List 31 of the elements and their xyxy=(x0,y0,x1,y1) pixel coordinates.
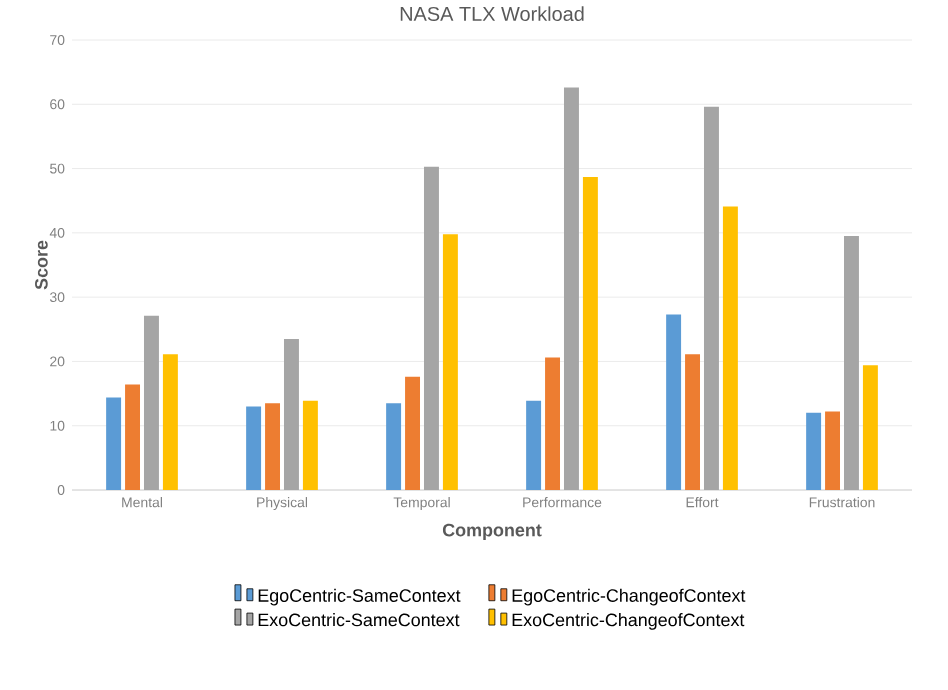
x-axis-title: Component xyxy=(442,523,542,540)
bar xyxy=(106,397,122,490)
bar xyxy=(703,106,719,490)
bar xyxy=(806,412,822,490)
bar xyxy=(844,236,859,490)
bar xyxy=(423,166,439,490)
bar xyxy=(162,354,178,490)
legend-label: ExoCentric-ChangeofContext xyxy=(512,613,745,630)
bar xyxy=(862,365,878,490)
bar xyxy=(722,206,738,490)
chart-title: NASA TLX Workload xyxy=(400,6,584,21)
bar xyxy=(825,411,841,490)
bar xyxy=(265,403,281,490)
bar xyxy=(246,406,262,490)
bar xyxy=(125,384,141,490)
bar xyxy=(442,234,458,490)
y-axis-title: Score xyxy=(35,240,48,290)
bar xyxy=(545,357,561,490)
legend-label: EgoCentric-ChangeofContext xyxy=(512,588,746,606)
legend-label: EgoCentric-SameContext xyxy=(258,588,461,606)
bar xyxy=(526,400,542,490)
bar xyxy=(666,314,682,490)
bar xyxy=(143,315,159,490)
bar xyxy=(302,400,318,490)
bar xyxy=(685,354,701,490)
bar xyxy=(386,403,402,490)
bar xyxy=(405,376,421,490)
bar xyxy=(563,87,579,490)
bar xyxy=(582,176,598,490)
bar xyxy=(283,338,299,490)
legend-label: ExoCentric-SameContext xyxy=(258,613,460,627)
